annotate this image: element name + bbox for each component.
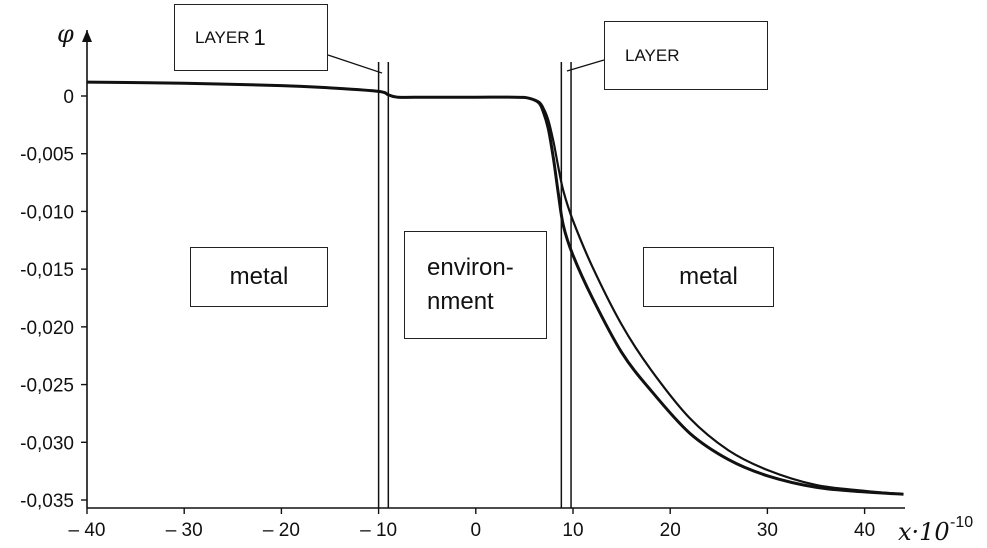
layer1-leader: [327, 54, 383, 74]
leader-lines: [327, 54, 605, 74]
x-tick-label: 10: [562, 520, 583, 541]
layer2-text: LAYER: [625, 45, 680, 65]
y-tick-label: -0,030: [20, 433, 74, 454]
y-axis-arrow: [82, 30, 92, 42]
metal-left-text: metal: [229, 263, 289, 290]
y-tick-label: -0,005: [20, 145, 74, 166]
boundary-lines: [377, 62, 572, 508]
series-line-2: [86, 81, 904, 496]
ticks: 0 -0,005 -0,010 -0,015 -0,020 -0,025 -0,030 -0,…: [20, 87, 875, 541]
layer1-number: 1: [253, 24, 266, 50]
series-lines: [86, 80, 904, 496]
layer2-label: LAYER: [604, 21, 768, 90]
layer1-label: LAYER 1: [174, 4, 328, 71]
x-tick-label: – 20: [263, 520, 300, 541]
x-tick-label: – 30: [166, 520, 203, 541]
x-tick-label: – 10: [360, 520, 397, 541]
metal-left-label: metal: [190, 247, 328, 307]
y-axis-label: φ: [57, 20, 74, 48]
y-tick-label: -0,020: [20, 318, 74, 339]
layer1-text: LAYER: [195, 27, 250, 47]
x-tick-label: – 40: [69, 520, 106, 541]
x-tick-label: 20: [660, 520, 681, 541]
y-tick-label: -0,015: [20, 260, 74, 281]
layer2-leader: [566, 59, 605, 72]
x-tick-label: 40: [854, 520, 875, 541]
environment-label: environ- nment: [404, 231, 547, 339]
y-tick-label: -0,035: [20, 491, 74, 512]
x-axis-exponent: -10: [950, 514, 973, 531]
metal-right-text: metal: [679, 263, 738, 290]
y-tick-label: -0,010: [20, 202, 74, 223]
environment-line-1: environ-: [427, 254, 514, 281]
x-tick-label: 30: [757, 520, 778, 541]
metal-right-label: metal: [643, 247, 774, 307]
environment-line-2: nment: [427, 288, 494, 315]
x-tick-label: 0: [471, 520, 482, 541]
x-axis-label: x·10: [898, 518, 950, 546]
y-tick-label: -0,025: [20, 376, 74, 397]
y-tick-label: 0: [63, 87, 74, 108]
